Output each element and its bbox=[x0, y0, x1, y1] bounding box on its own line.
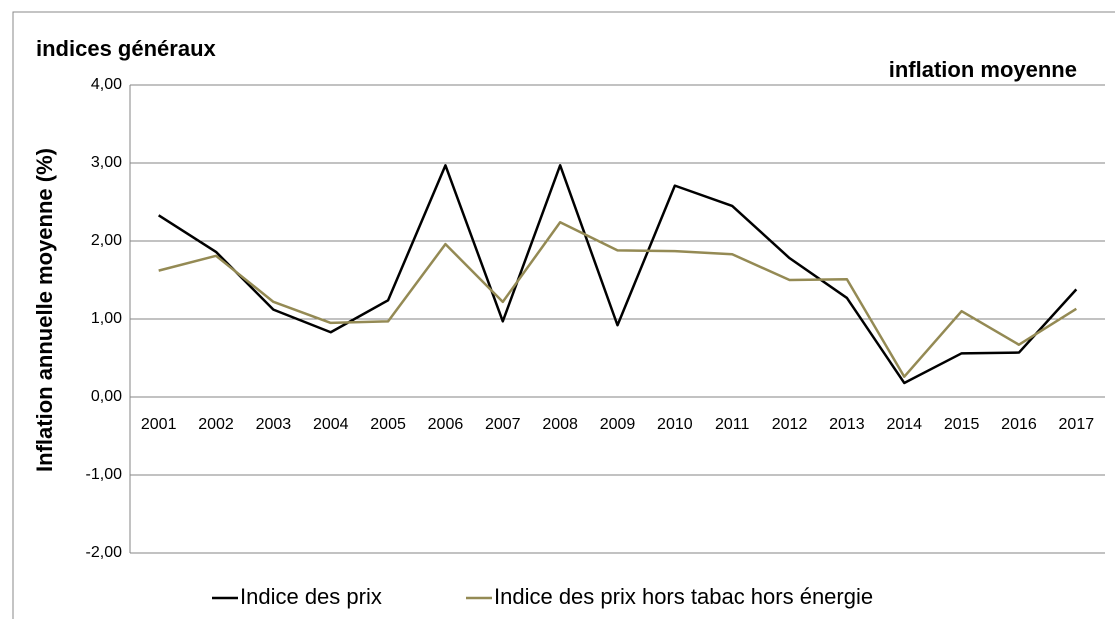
chart-subtitle: inflation moyenne bbox=[889, 57, 1077, 82]
x-tick-label: 2004 bbox=[313, 416, 349, 433]
x-tick-label: 2011 bbox=[715, 416, 750, 433]
series-line bbox=[158, 221, 1077, 378]
y-tick-label: 0,00 bbox=[91, 388, 122, 405]
y-tick-label: 2,00 bbox=[91, 232, 122, 249]
y-tick-label: 4,00 bbox=[91, 76, 122, 93]
x-tick-label: 2017 bbox=[1059, 416, 1095, 433]
x-tick-label: 2014 bbox=[886, 416, 922, 433]
x-tick-label: 2003 bbox=[256, 416, 292, 433]
x-tick-label: 2010 bbox=[657, 416, 693, 433]
chart-title: indices généraux bbox=[36, 36, 217, 61]
y-tick-label: 1,00 bbox=[91, 310, 122, 327]
x-tick-label: 2007 bbox=[485, 416, 521, 433]
x-tick-label: 2001 bbox=[141, 416, 177, 433]
chart-frame bbox=[12, 11, 1115, 619]
x-tick-label: 2009 bbox=[600, 416, 636, 433]
y-tick-label: -1,00 bbox=[86, 466, 123, 483]
x-tick-label: 2008 bbox=[542, 416, 578, 433]
y-tick-label: -2,00 bbox=[86, 544, 123, 561]
x-tick-label: 2002 bbox=[198, 416, 234, 433]
x-tick-label: 2012 bbox=[772, 416, 808, 433]
x-tick-label: 2005 bbox=[370, 416, 406, 433]
x-tick-label: 2016 bbox=[1001, 416, 1037, 433]
y-tick-label: 3,00 bbox=[91, 154, 122, 171]
x-tick-label: 2006 bbox=[428, 416, 464, 433]
x-tick-label: 2015 bbox=[944, 416, 980, 433]
legend-label: Indice des prix hors tabac hors énergie bbox=[494, 584, 873, 609]
series-line bbox=[158, 164, 1078, 385]
y-axis-label: Inflation annuelle moyenne (%) bbox=[32, 148, 57, 472]
x-tick-label: 2013 bbox=[829, 416, 865, 433]
legend-label: Indice des prix bbox=[240, 584, 382, 609]
